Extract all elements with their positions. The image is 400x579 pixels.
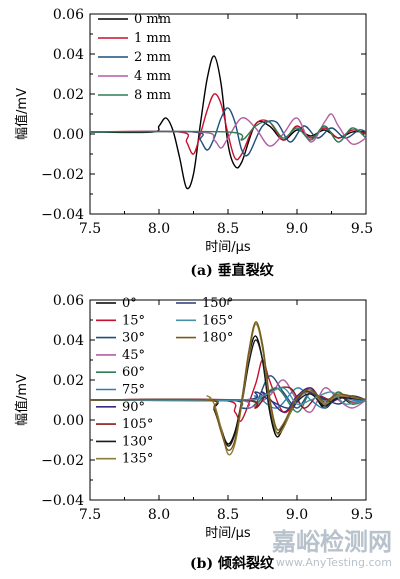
legend-label: 180° bbox=[202, 331, 233, 346]
chart-a-caption: (a) 垂直裂纹 bbox=[190, 262, 274, 279]
chart-a-ytick-label: 0.02 bbox=[53, 87, 84, 103]
chart-a-xtick-label: 9.5 bbox=[351, 221, 373, 237]
chart-b-y-tick-labels: 0.06 0.04 0.02 0.00 −0.02 −0.04 bbox=[41, 293, 84, 509]
chart-a-vertical-crack: 0.06 0.04 0.02 0.00 −0.02 −0.04 7.5 8.0 … bbox=[14, 7, 373, 279]
legend-label: 105° bbox=[122, 417, 153, 432]
legend-label: 75° bbox=[122, 383, 145, 398]
chart-b-ytick-label: 0.06 bbox=[53, 293, 84, 309]
chart-b-ytick-label: −0.02 bbox=[41, 453, 84, 469]
chart-a-xtick-label: 8.0 bbox=[148, 221, 170, 237]
legend-label: 0° bbox=[122, 296, 137, 311]
legend-label: 8 mm bbox=[134, 88, 171, 103]
chart-b-x-tick-labels: 7.5 8.0 8.5 9.0 9.5 bbox=[79, 507, 373, 523]
legend-label: 2 mm bbox=[134, 50, 171, 65]
chart-a-xtick-label: 9.0 bbox=[286, 221, 308, 237]
legend-label: 135° bbox=[122, 452, 153, 467]
chart-a-xtick-label: 8.5 bbox=[217, 221, 239, 237]
chart-a-xtick-label: 7.5 bbox=[79, 221, 101, 237]
legend-label: 165° bbox=[202, 313, 233, 328]
chart-b-xtick-label: 8.0 bbox=[148, 507, 170, 523]
chart-b-xtick-label: 7.5 bbox=[79, 507, 101, 523]
chart-b-inclined-crack: 0.06 0.04 0.02 0.00 −0.02 −0.04 7.5 8.0 … bbox=[14, 293, 373, 572]
legend-label: 90° bbox=[122, 400, 145, 415]
chart-b-ytick-label: 0.02 bbox=[53, 373, 84, 389]
chart-a-ytick-label: −0.04 bbox=[41, 207, 84, 223]
chart-a-ytick-label: −0.02 bbox=[41, 167, 84, 183]
chart-b-legend: 0° 15° 30° 45° 60° 75° 90° 105° 130° 135° 150° 165°… bbox=[96, 296, 233, 467]
chart-a-ticks bbox=[89, 13, 367, 215]
chart-a-xlabel: 时间/μs bbox=[205, 240, 251, 255]
legend-label: 1 mm bbox=[134, 31, 171, 46]
chart-b-xlabel: 时间/μs bbox=[205, 526, 251, 541]
chart-b-xtick-label: 9.5 bbox=[351, 507, 373, 523]
watermark-cn-text: 嘉峪检测网 bbox=[272, 528, 392, 556]
chart-a-series bbox=[89, 55, 367, 190]
chart-a-ylabel: 幅值/mV bbox=[14, 88, 30, 140]
legend-label: 60° bbox=[122, 365, 145, 380]
legend-label: 30° bbox=[122, 331, 145, 346]
series-line bbox=[89, 321, 367, 451]
chart-b-series bbox=[89, 321, 367, 456]
watermark-en-text: www.AnyTesting.com bbox=[276, 556, 392, 569]
chart-b-ytick-label: 0.00 bbox=[53, 413, 84, 429]
legend-label: 0 mm bbox=[134, 12, 171, 27]
series-line bbox=[89, 107, 367, 157]
chart-a-y-tick-labels: 0.06 0.04 0.02 0.00 −0.02 −0.04 bbox=[41, 7, 84, 223]
chart-b-xtick-label: 9.0 bbox=[286, 507, 308, 523]
chart-b-ytick-label: 0.04 bbox=[53, 333, 84, 349]
series-line bbox=[89, 113, 367, 149]
chart-b-xtick-label: 8.5 bbox=[217, 507, 239, 523]
chart-a-ytick-label: 0.06 bbox=[53, 7, 84, 23]
legend-label: 130° bbox=[122, 434, 153, 449]
legend-label: 4 mm bbox=[134, 69, 171, 84]
watermark: 嘉峪检测网 www.AnyTesting.com bbox=[272, 528, 392, 569]
chart-b-caption: (b) 倾斜裂纹 bbox=[190, 555, 275, 572]
chart-b-ylabel: 幅值/mV bbox=[14, 374, 30, 426]
series-line bbox=[89, 120, 367, 143]
legend-label: 15° bbox=[122, 313, 145, 328]
chart-a-ytick-label: 0.00 bbox=[53, 127, 84, 143]
chart-a-legend: 0 mm 1 mm 2 mm 4 mm 8 mm bbox=[98, 12, 171, 103]
chart-a-ytick-label: 0.04 bbox=[53, 47, 84, 63]
legend-label: 150° bbox=[202, 296, 233, 311]
chart-a-plot-frame bbox=[89, 13, 367, 215]
chart-a-x-tick-labels: 7.5 8.0 8.5 9.0 9.5 bbox=[79, 221, 373, 237]
series-line bbox=[89, 93, 367, 161]
legend-label: 45° bbox=[122, 348, 145, 363]
chart-b-ytick-label: −0.04 bbox=[41, 493, 84, 509]
series-line bbox=[89, 55, 367, 190]
